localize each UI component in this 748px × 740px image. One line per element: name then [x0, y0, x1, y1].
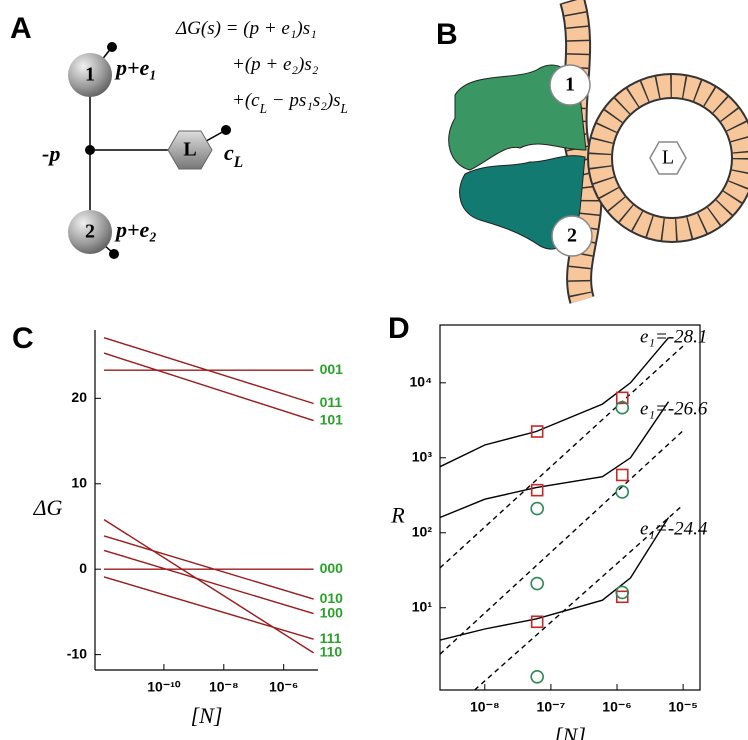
- y-tick-label: 10: [71, 474, 87, 490]
- square-marker: [530, 425, 544, 438]
- dot: [221, 125, 231, 135]
- x-tick-label: 10⁻¹⁰: [147, 679, 181, 695]
- circle-marker: [615, 585, 630, 600]
- panel-label: C: [12, 322, 34, 355]
- series-label: 001: [320, 361, 344, 377]
- dot: [107, 42, 117, 52]
- subscript: L: [233, 154, 243, 171]
- dot: [85, 145, 95, 155]
- annotation: e₁=-26.6: [640, 398, 708, 419]
- panel-label: D: [388, 312, 410, 345]
- y-axis-label: R: [390, 503, 405, 528]
- series-line: [440, 430, 684, 655]
- node-label: 2: [85, 221, 95, 243]
- series-label: 010: [320, 590, 344, 606]
- node-annotation: p+e₂: [114, 217, 157, 242]
- node: [68, 210, 112, 254]
- panel-label: B: [436, 18, 458, 51]
- series-label: 110: [320, 644, 343, 660]
- subscript: L: [259, 101, 267, 116]
- series-label: 100: [320, 604, 344, 620]
- y-tick-label: -10: [67, 645, 87, 661]
- node: [549, 64, 591, 106]
- square-marker: [615, 590, 629, 604]
- text-run: +(c: [232, 90, 260, 111]
- y-tick-label: 10⁴: [410, 374, 433, 390]
- equation-line: +(p + e₂)s₂: [232, 54, 319, 75]
- series-label: 000: [320, 560, 344, 576]
- series-line: [440, 401, 670, 519]
- series-line: [103, 337, 314, 405]
- hexagon: [649, 141, 687, 175]
- square-marker: [530, 615, 544, 629]
- frame: [439, 324, 701, 691]
- panel-label: A: [10, 12, 32, 45]
- series-line: [103, 519, 314, 654]
- equation-line: +(cL − ps₁s₂)sL: [232, 90, 348, 115]
- panel-a: A 1 2 L p+e₁ p+e₂ cL -p ΔG(s) = (p + e₁)…: [10, 12, 348, 259]
- square-marker: [615, 391, 629, 405]
- square-marker: [530, 483, 544, 497]
- node-label: 2: [567, 225, 577, 247]
- panel-b: B 1 2 L: [436, 0, 748, 304]
- x-tick-label: 10⁻⁷: [537, 699, 566, 715]
- series-line: [440, 337, 670, 468]
- series-line: [103, 535, 314, 600]
- subscript: L: [340, 101, 348, 116]
- x-tick-label: 10⁻⁸: [209, 679, 239, 695]
- y-tick-label: 10¹: [412, 598, 433, 614]
- dot: [109, 249, 119, 259]
- annotation: e₁=-24.4: [640, 518, 708, 539]
- equation-line: ΔG(s) = (p + e₁)s₁: [175, 18, 317, 39]
- rope-twist: [589, 75, 748, 241]
- text-run: p+e₂: [114, 217, 157, 242]
- x-axis-label: [N]: [191, 703, 223, 728]
- text-run: ΔG(s) = (p + e₁)s₁: [175, 18, 317, 39]
- y-axis-label: ΔG: [33, 495, 63, 520]
- y-tick-label: 10³: [412, 448, 433, 464]
- text-run: p+e₁: [114, 55, 157, 80]
- text-run: +(p + e₂)s₂: [232, 54, 319, 75]
- circle-marker: [615, 485, 630, 499]
- square-marker: [615, 468, 629, 482]
- node-label: 1: [565, 74, 575, 96]
- y-tick-label: 10²: [412, 523, 433, 539]
- series-line: [474, 504, 684, 690]
- circle-marker: [615, 400, 630, 415]
- text-run: c: [224, 140, 234, 165]
- hexagon: [167, 130, 213, 170]
- x-tick-label: 10⁻⁶: [269, 679, 298, 695]
- y-tick-label: 20: [71, 389, 87, 405]
- series-line: [440, 517, 670, 641]
- x-tick-label: 10⁻⁵: [668, 699, 698, 715]
- node-label: L: [183, 139, 196, 161]
- x-tick-label: 10⁻⁶: [602, 699, 631, 715]
- series-line: [103, 576, 314, 640]
- series-label: 111: [320, 630, 342, 646]
- circle-marker: [530, 576, 544, 591]
- center-label: -p: [42, 141, 60, 166]
- y-tick-label: 0: [79, 560, 87, 576]
- text-run: − ps₁s₂)s: [267, 90, 341, 111]
- node: [551, 215, 593, 257]
- x-axis-label: [N]: [554, 723, 586, 740]
- node-annotation: p+e₁: [114, 55, 157, 80]
- node-annotation: cL: [224, 140, 243, 171]
- series-label: 101: [320, 411, 344, 427]
- circle-marker: [530, 501, 544, 516]
- series-line: [440, 345, 684, 569]
- node: [68, 53, 112, 97]
- node-label: 1: [85, 64, 95, 86]
- series-label: 011: [320, 394, 343, 410]
- annotation: e₁=-28.1: [640, 326, 707, 347]
- series-line: [103, 549, 314, 615]
- series-line: [103, 352, 314, 422]
- circle-marker: [530, 669, 544, 684]
- node-label: L: [662, 147, 674, 169]
- rope: [561, 0, 601, 304]
- x-tick-label: 10⁻⁸: [470, 699, 500, 715]
